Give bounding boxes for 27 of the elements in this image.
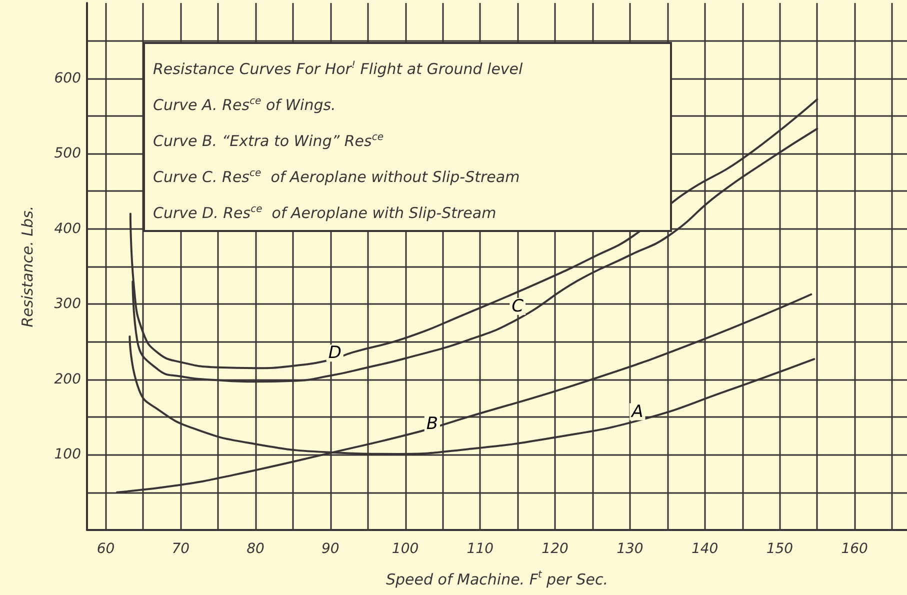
annotation: Curve D. Res$^{ce}$ of Aeroplane with Slip-Stream — [153, 203, 496, 223]
x-tick-label: 140 — [691, 541, 718, 557]
x-tick-label: 160 — [841, 541, 868, 557]
annotation: C — [512, 296, 524, 316]
x-tick-label: 100 — [392, 541, 419, 557]
annotation: D — [328, 343, 342, 364]
y-tick-label: 100 — [54, 446, 82, 463]
x-tick-label: 90 — [321, 541, 340, 557]
annotation: Curve B. “Extra to Wing” Res$^{ce}$ — [153, 131, 384, 151]
x-tick-label: 150 — [766, 541, 794, 557]
x-tick-label: 130 — [616, 541, 644, 557]
x-tick-label: 120 — [542, 541, 568, 557]
annotation: A — [630, 402, 644, 422]
y-tick-label: 500 — [54, 146, 82, 162]
y-tick-label: 400 — [54, 220, 82, 237]
y-tick-label: 300 — [54, 296, 82, 312]
annotation: Curve A. Res$^{ce}$ of Wings. — [153, 95, 336, 115]
x-tick-label: 80 — [246, 541, 264, 557]
x-tick-label: 60 — [96, 541, 115, 557]
x-tick-label: 70 — [172, 541, 190, 557]
chart-title: Resistance Curves For Hor$^{!}$ Flight at Ground level — [153, 60, 523, 78]
x-tick-label: 110 — [466, 541, 494, 557]
annotation: B — [426, 414, 438, 434]
y-tick-label: 200 — [54, 371, 82, 388]
y-tick-label: 600 — [54, 70, 82, 86]
annotation: Curve C. Res$^{ce}$ of Aeroplane without Slip-Stream — [153, 167, 520, 187]
y-axis-title: Resistance. Lbs. — [18, 206, 36, 328]
